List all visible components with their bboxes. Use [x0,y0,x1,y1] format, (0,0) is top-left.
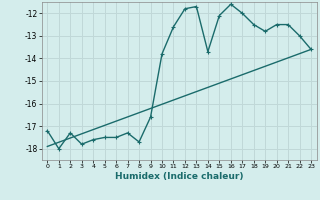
X-axis label: Humidex (Indice chaleur): Humidex (Indice chaleur) [115,172,244,181]
